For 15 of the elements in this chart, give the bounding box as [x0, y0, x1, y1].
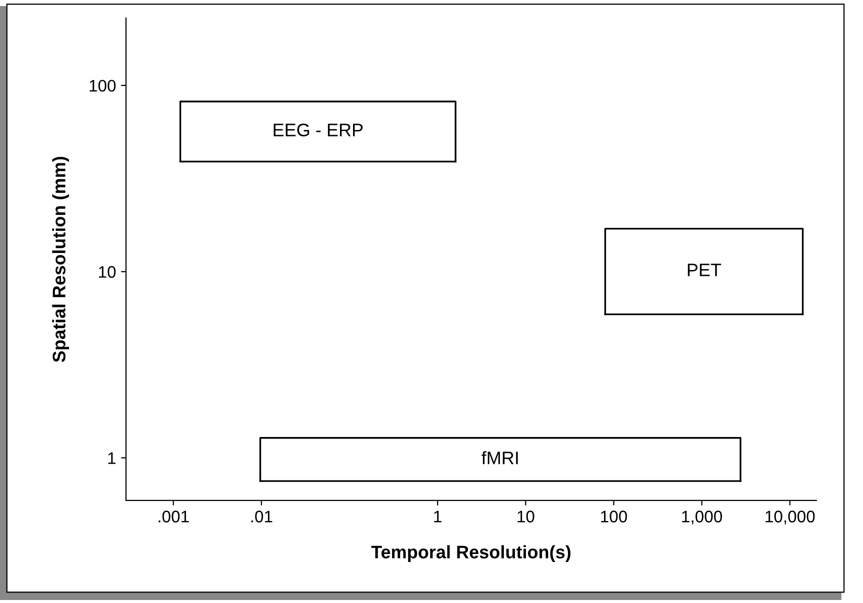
x-tick-label: .01	[251, 510, 272, 522]
x-tick-label: 1,000	[682, 510, 722, 524]
y-tick-label: 10	[99, 266, 116, 278]
series-label: fMRI	[482, 451, 518, 464]
series-label: EEG - ERP	[274, 124, 363, 136]
y-tick-label: 1	[108, 452, 116, 464]
y-tick-label: 100	[90, 80, 116, 92]
y-axis-title: Spatial Resolution (mm)	[52, 156, 70, 362]
x-tick-label: .001	[158, 510, 189, 522]
x-tick-label: 100	[601, 510, 627, 522]
x-axis-title: Temporal Resolution(s)	[371, 545, 570, 562]
x-tick-label: 10	[518, 510, 534, 522]
x-tick-label: 1	[434, 510, 442, 522]
series-label: PET	[688, 264, 722, 276]
x-tick-label: 10,000	[766, 510, 815, 524]
